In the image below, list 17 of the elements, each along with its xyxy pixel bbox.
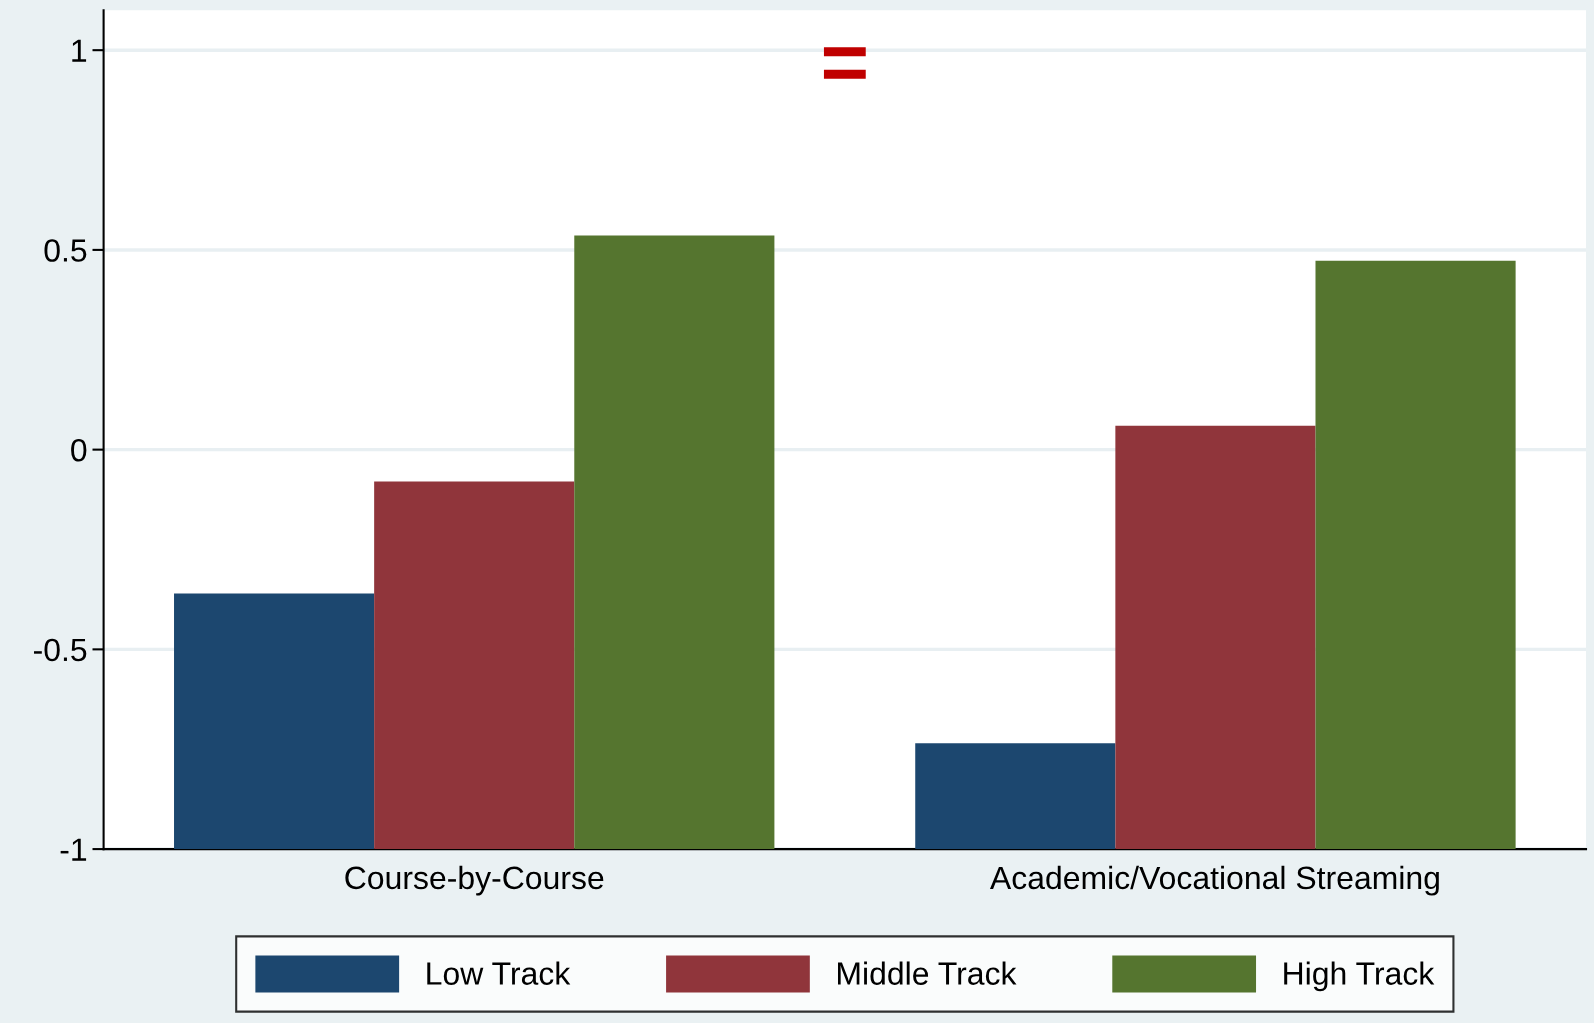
bar — [1115, 425, 1316, 850]
y-tick-label: 0.5 — [44, 239, 87, 262]
x-tick-label: Academic/Vocational Streaming — [989, 865, 1439, 896]
annotation: = — [823, 47, 866, 79]
y-tick-label: -1 — [60, 838, 87, 861]
bar — [174, 593, 375, 850]
bar — [574, 235, 775, 850]
bar — [915, 743, 1116, 850]
legend-label: Low Track — [427, 961, 571, 985]
y-tick-label: 0 — [71, 438, 87, 462]
legend-label: Middle Track — [838, 961, 1017, 985]
y-tick-label: -0.5 — [34, 638, 87, 662]
y-tick-label: 1 — [72, 39, 87, 62]
bar — [1315, 260, 1516, 850]
x-tick-label: Course-by-Course — [345, 865, 604, 896]
legend-label: High Track — [1284, 961, 1435, 992]
bar — [374, 481, 575, 850]
